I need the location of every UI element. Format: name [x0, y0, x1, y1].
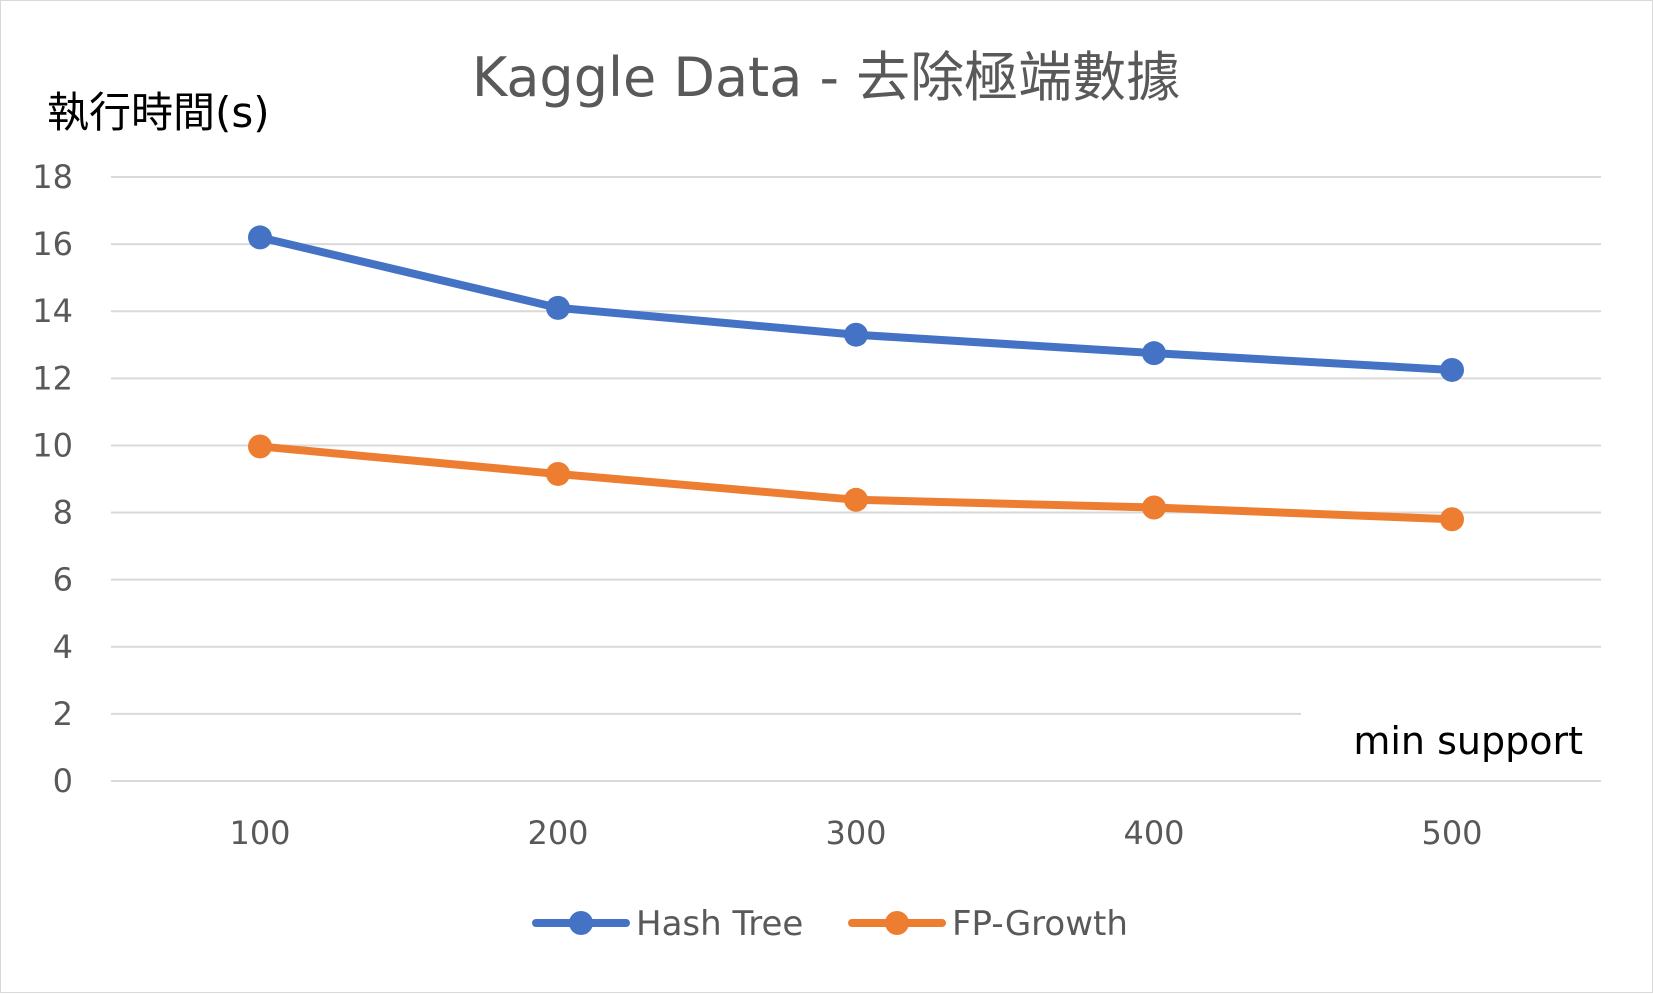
gridlines: [111, 176, 1601, 782]
legend-label: Hash Tree: [636, 904, 803, 944]
legend-item: FP-Growth: [848, 904, 1128, 944]
x-axis-label-background: [1301, 701, 1601, 769]
x-tick-label: 400: [1123, 814, 1184, 852]
x-axis-label: min support: [1353, 719, 1583, 763]
data-point: [248, 225, 272, 250]
x-tick-label: 200: [527, 814, 588, 852]
y-tick-label: 4: [53, 628, 73, 666]
data-point: [1440, 507, 1464, 532]
data-point: [1142, 341, 1166, 366]
legend-label: FP-Growth: [952, 904, 1128, 944]
y-tick-label: 14: [32, 292, 73, 330]
data-point: [546, 461, 570, 486]
data-point: [844, 322, 868, 347]
y-tick-label: 2: [53, 695, 73, 733]
y-tick-label: 18: [32, 158, 73, 196]
data-point: [1142, 495, 1166, 520]
series-layer: [248, 225, 1464, 532]
series-fp-growth: [248, 434, 1464, 532]
data-point: [546, 295, 570, 320]
series-hash-tree: [248, 225, 1464, 382]
data-point: [844, 487, 868, 512]
x-tick-label: 100: [229, 814, 290, 852]
y-axis-ticks: 0 2 4 6 8 10 12 14 16 18: [32, 158, 73, 800]
legend-item: Hash Tree: [532, 904, 803, 944]
legend-swatch-marker: [885, 911, 909, 935]
y-axis-label: 執行時間(s): [47, 88, 270, 137]
y-tick-label: 12: [32, 359, 73, 397]
x-tick-label: 500: [1421, 814, 1482, 852]
y-tick-label: 10: [32, 426, 73, 464]
legend-swatch-marker: [569, 911, 593, 935]
data-point: [1440, 357, 1464, 382]
legend: Hash Tree FP-Growth: [532, 904, 1128, 944]
x-tick-label: 300: [825, 814, 886, 852]
y-tick-label: 0: [53, 762, 73, 800]
y-tick-label: 16: [32, 225, 73, 263]
data-point: [248, 434, 272, 459]
y-tick-label: 6: [53, 561, 73, 599]
series-line: [256, 233, 1456, 374]
x-axis-ticks: 100 200 300 400 500: [229, 814, 1482, 852]
y-tick-label: 8: [53, 494, 73, 532]
chart-title: Kaggle Data - 去除極端數據: [472, 46, 1180, 109]
